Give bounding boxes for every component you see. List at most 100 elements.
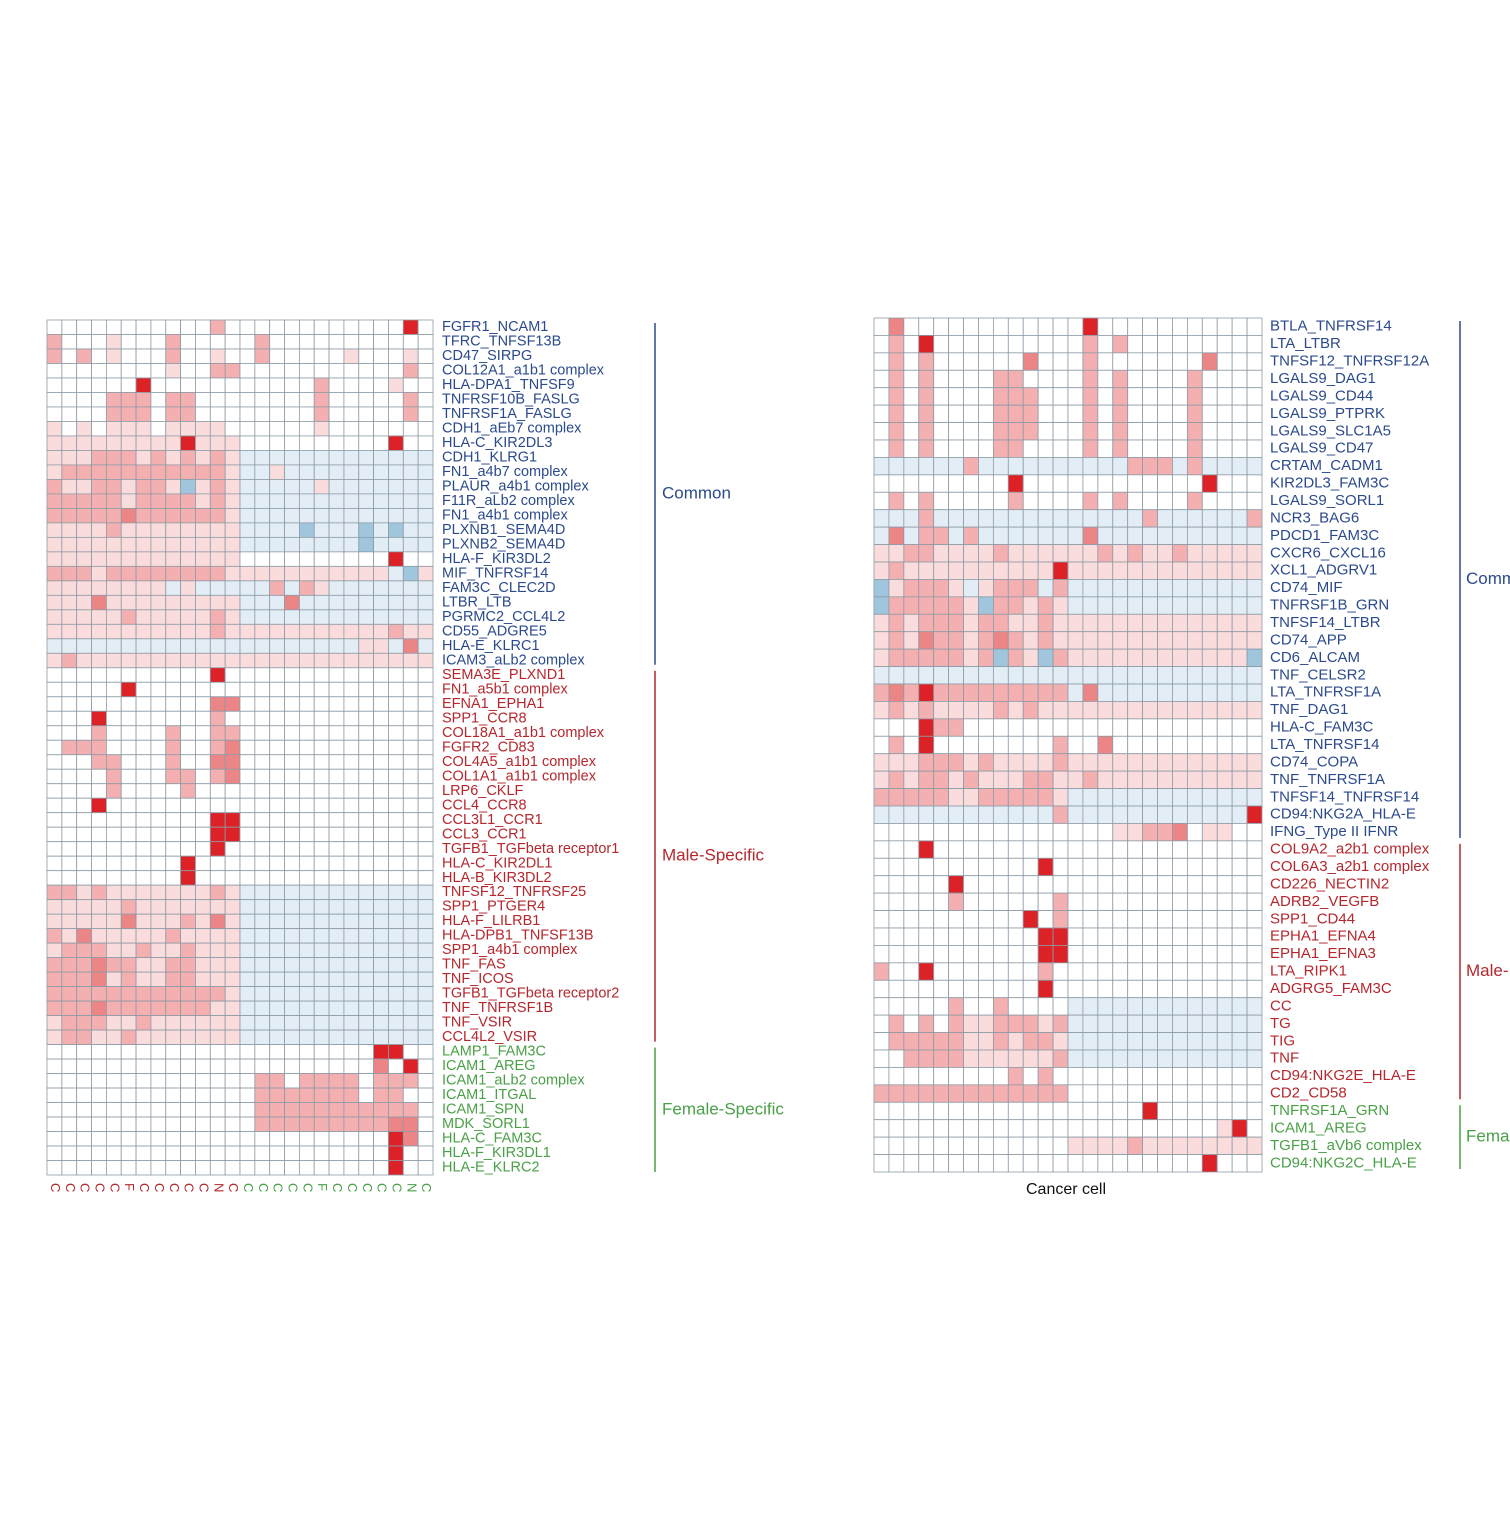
heatmap-cell (888, 387, 905, 406)
heatmap-cell (76, 783, 92, 799)
heatmap-cell (224, 667, 241, 683)
row-label: ADGRG5_FAM3C (1270, 980, 1392, 997)
heatmap-cell (1022, 1084, 1039, 1103)
heatmap-cell (239, 1073, 256, 1089)
heatmap-cell (1216, 666, 1233, 685)
heatmap-cell (388, 421, 404, 437)
heatmap-cell (1231, 997, 1248, 1016)
heatmap-cell (254, 942, 271, 959)
heatmap-cell (254, 812, 271, 828)
heatmap-cell (903, 1049, 920, 1068)
heatmap-cell (873, 840, 890, 859)
heatmap-cell (1157, 875, 1173, 894)
heatmap-cell (1007, 927, 1024, 946)
heatmap-cell (76, 768, 92, 785)
heatmap-cell (76, 536, 92, 553)
heatmap-cell (1112, 369, 1129, 389)
heatmap-cell (120, 551, 137, 567)
heatmap-cell (1022, 910, 1039, 929)
heatmap-cell (298, 870, 315, 886)
heatmap-cell (978, 1136, 994, 1155)
heatmap-cell (1127, 457, 1144, 476)
heatmap-cell (1186, 1032, 1203, 1051)
heatmap-cell (903, 317, 920, 336)
heatmap-cell (358, 739, 375, 756)
heatmap-cell (254, 1000, 271, 1016)
heatmap-cell (1037, 352, 1054, 371)
heatmap-cell (873, 718, 890, 737)
heatmap-cell (1142, 352, 1158, 371)
heatmap-cell (150, 696, 167, 712)
heatmap-cell (46, 1058, 63, 1074)
heatmap-cell (358, 319, 375, 335)
heatmap-cell (417, 609, 434, 625)
heatmap-cell (269, 1102, 285, 1118)
row-label: EPHA1_EFNA3 (1270, 945, 1376, 962)
heatmap-cell (978, 805, 994, 824)
heatmap-cell (1112, 526, 1129, 545)
heatmap-cell (1037, 1014, 1054, 1033)
heatmap-cell (269, 681, 285, 698)
heatmap-cell (61, 594, 78, 611)
heatmap-cell (963, 509, 979, 528)
heatmap-cell (135, 1015, 152, 1031)
heatmap-cell (343, 493, 360, 509)
heatmap-cell (373, 1029, 389, 1045)
heatmap-cell (76, 565, 92, 582)
heatmap-cell (373, 334, 389, 350)
heatmap-cell (388, 1058, 404, 1074)
heatmap-cell (1157, 404, 1173, 423)
heatmap-cell (417, 754, 434, 770)
heatmap-cell (343, 609, 360, 625)
heatmap-cell (402, 565, 419, 582)
row-label: TNF_TNFRSF1B (442, 1000, 553, 1016)
heatmap-cell (1172, 962, 1188, 981)
heatmap-cell (150, 623, 167, 640)
heatmap-cell (417, 464, 434, 480)
heatmap-cell (1082, 526, 1099, 545)
heatmap-cell (150, 319, 167, 335)
heatmap-cell (963, 352, 979, 371)
heatmap-cell (1052, 613, 1069, 633)
heatmap-cell (992, 352, 1009, 371)
heatmap-cell (1231, 979, 1248, 999)
heatmap-cell (209, 884, 226, 901)
heatmap-cell (1142, 840, 1158, 859)
heatmap-cell (1037, 701, 1054, 720)
heatmap-cell (1216, 788, 1233, 807)
heatmap-cell (1127, 805, 1144, 824)
heatmap-cell (992, 1136, 1009, 1155)
heatmap-cell (933, 875, 950, 894)
heatmap-cell (284, 870, 300, 886)
heatmap-cell (313, 1073, 330, 1089)
heatmap-cell (1097, 648, 1114, 667)
heatmap-cell (135, 739, 152, 756)
heatmap-cell (1216, 439, 1233, 458)
heatmap-cell (918, 666, 935, 685)
heatmap-cell (328, 797, 345, 814)
heatmap-cell (1231, 788, 1248, 807)
heatmap-cell (1142, 753, 1158, 772)
heatmap-cell (1127, 927, 1144, 946)
heatmap-cell (388, 1073, 404, 1089)
heatmap-cell (76, 1058, 92, 1074)
heatmap-cell (313, 1087, 330, 1103)
heatmap-cell (239, 507, 256, 524)
heatmap-cell (903, 910, 920, 929)
heatmap-cell (284, 551, 300, 567)
heatmap-cell (1172, 457, 1188, 476)
heatmap-cell (209, 1015, 226, 1031)
heatmap-cell (1231, 631, 1248, 650)
heatmap-cell (1052, 1014, 1069, 1033)
heatmap-cell (417, 551, 434, 567)
heatmap-cell (1246, 579, 1263, 598)
heatmap-cell (402, 812, 419, 828)
heatmap-cell (918, 509, 935, 528)
heatmap-cell (1231, 927, 1248, 946)
heatmap-cell (1022, 1067, 1039, 1086)
heatmap-cell (1112, 1067, 1129, 1086)
heatmap-cell (903, 945, 920, 964)
heatmap-cell (150, 1160, 167, 1176)
heatmap-cell (1082, 439, 1099, 458)
heatmap-cell (963, 753, 979, 772)
